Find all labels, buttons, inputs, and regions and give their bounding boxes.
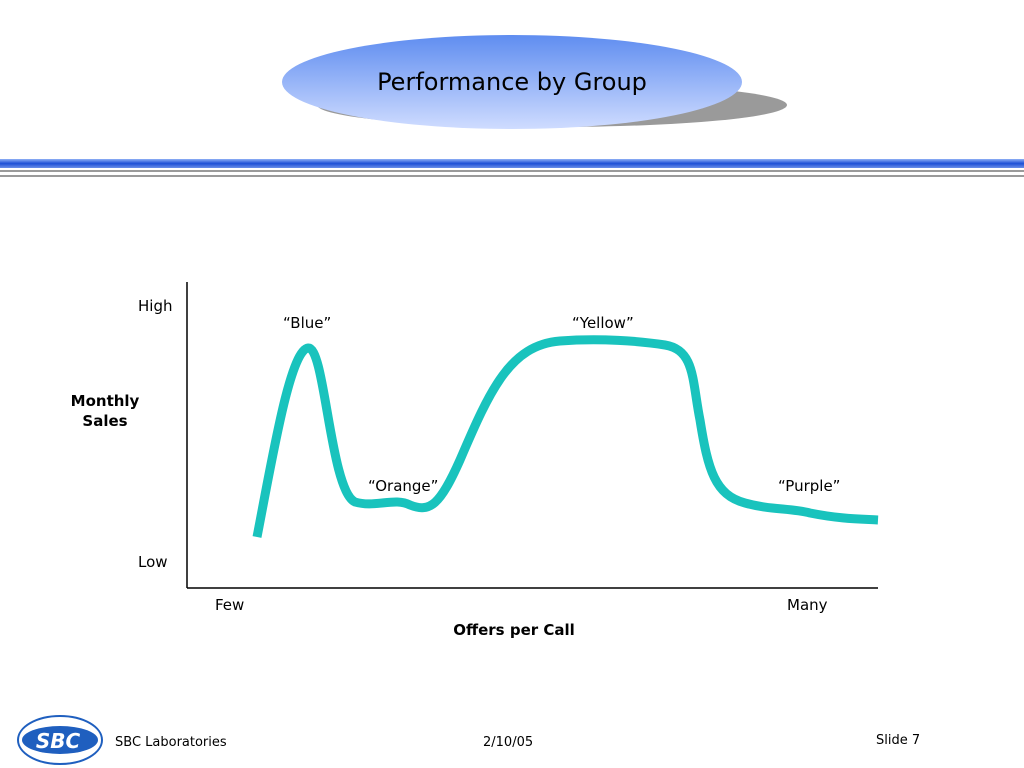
slide-title: Performance by Group <box>377 68 647 96</box>
logo-band <box>22 726 98 754</box>
group-label: “Blue” <box>283 314 332 332</box>
header-bar <box>0 159 1024 168</box>
x-axis-title: Offers per Call <box>453 621 575 639</box>
group-label: “Yellow” <box>572 314 634 332</box>
title-ellipse <box>282 35 742 129</box>
y-low-label: Low <box>138 553 168 571</box>
x-many-label: Many <box>787 596 828 614</box>
footer-slide: Slide 7 <box>876 733 921 748</box>
x-few-label: Few <box>215 596 245 614</box>
footer-company: SBC Laboratories <box>115 735 227 750</box>
group-label: “Purple” <box>778 477 841 495</box>
group-label: “Orange” <box>368 477 439 495</box>
logo-text: SBC <box>36 729 81 753</box>
header-rule <box>0 170 1024 172</box>
y-axis-title: Monthly Sales <box>70 392 140 430</box>
header-rule <box>0 175 1024 177</box>
y-high-label: High <box>138 297 173 315</box>
logo-ring <box>17 715 103 765</box>
footer-date: 2/10/05 <box>483 735 534 750</box>
performance-curve <box>252 335 879 538</box>
